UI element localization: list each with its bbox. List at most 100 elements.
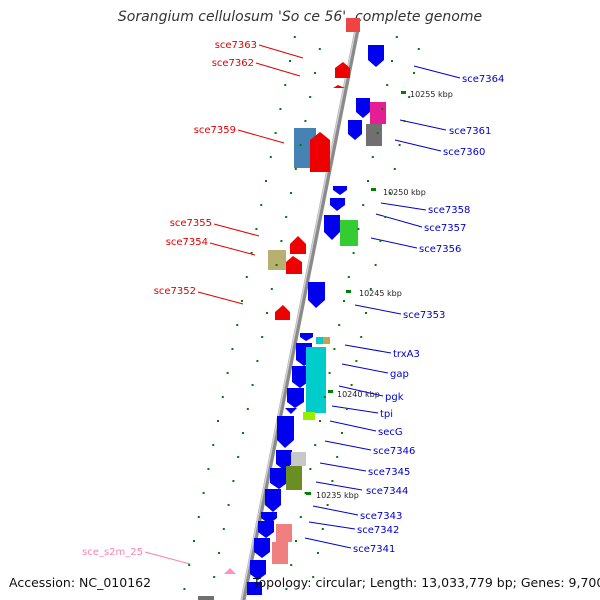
leader-sce7361	[399, 119, 447, 131]
guide-dot	[355, 360, 358, 362]
gene-label-sce7341[interactable]: sce7341	[353, 544, 395, 555]
gene-block-sce7342[interactable]	[276, 524, 292, 542]
leader-sce7355	[213, 223, 260, 237]
gene-arrow-sce7362[interactable]	[333, 85, 345, 88]
gene-block-top[interactable]	[346, 18, 360, 32]
gene-block-sce7354a[interactable]	[268, 250, 286, 270]
gene-label-sce7343[interactable]: sce7343	[360, 511, 402, 522]
gene-label-secG[interactable]: secG	[378, 427, 403, 438]
kbp-tick-10245	[346, 290, 351, 293]
guide-dot	[227, 504, 230, 506]
genome-backbone	[240, 29, 360, 600]
gene-arrow-sce7360a[interactable]	[348, 120, 362, 140]
gene-arrow-7358a[interactable]	[333, 186, 347, 195]
gene-block-gap[interactable]	[306, 347, 326, 413]
gene-block-sce7341[interactable]	[272, 542, 288, 564]
gene-label-sce7362[interactable]: sce7362	[212, 58, 254, 69]
guide-dot	[295, 540, 297, 542]
guide-dot	[232, 480, 235, 482]
gene-arrow-tpi[interactable]	[285, 408, 297, 414]
guide-dot	[379, 240, 382, 242]
guide-dot	[341, 432, 343, 434]
gene-label-sce7355[interactable]: sce7355	[170, 218, 212, 229]
gene-label-trxA3[interactable]: trxA3	[393, 349, 420, 360]
gene-arrow-bottom[interactable]	[247, 582, 262, 595]
guide-dot	[350, 384, 353, 386]
gene-label-sce7358[interactable]: sce7358	[428, 205, 470, 216]
guide-dot	[284, 84, 287, 86]
gene-arrow-trxA3[interactable]	[300, 333, 313, 341]
gene-block-sce7360[interactable]	[366, 124, 382, 146]
gene-block-bottom[interactable]	[198, 596, 214, 600]
gene-label-sce7357[interactable]: sce7357	[424, 223, 466, 234]
gene-block-sce7361[interactable]	[370, 102, 386, 124]
gene-block-trxA3b[interactable]	[323, 337, 330, 344]
gene-label-sce_s2m_25[interactable]: sce_s2m_25	[82, 547, 143, 558]
leader-sce7353	[354, 304, 402, 315]
gene-arrow-sce7359[interactable]	[310, 132, 330, 172]
gene-label-sce7342[interactable]: sce7342	[357, 525, 399, 536]
gene-label-sce7356[interactable]: sce7356	[419, 244, 461, 255]
gene-block-sce7346[interactable]	[291, 452, 306, 466]
gene-arrow-sce7353[interactable]	[308, 282, 325, 308]
gene-arrow-sce7352[interactable]	[275, 305, 290, 320]
gene-label-sce7359[interactable]: sce7359	[194, 125, 236, 136]
guide-dot	[241, 300, 243, 302]
gene-arrow-sce7358[interactable]	[330, 198, 345, 211]
guide-dot	[270, 288, 273, 290]
gene-arrow-secG[interactable]	[277, 416, 294, 448]
kbp-label: 10235 kbp	[316, 491, 359, 500]
guide-dot	[188, 564, 191, 566]
gene-arrow-pgk[interactable]	[292, 366, 308, 388]
gene-label-sce7360[interactable]: sce7360	[443, 147, 485, 158]
guide-dot	[222, 528, 225, 530]
gene-arrow-sce7364[interactable]	[368, 45, 384, 67]
gene-block-sce7345[interactable]	[286, 466, 302, 490]
gene-label-sce7354[interactable]: sce7354	[166, 237, 208, 248]
gene-label-sce7352[interactable]: sce7352	[154, 286, 196, 297]
gene-block-trxA3a[interactable]	[316, 337, 323, 344]
gene-arrow-sce7363[interactable]	[335, 62, 350, 78]
leader-sce7344	[315, 481, 363, 491]
guide-dot	[197, 516, 200, 518]
guide-dot	[331, 480, 334, 482]
guide-dot	[321, 528, 324, 530]
gene-label-sce7364[interactable]: sce7364	[462, 74, 504, 85]
rna-sce_s2m_25[interactable]	[224, 568, 236, 574]
guide-dot	[294, 168, 297, 170]
leader-tpi	[331, 405, 379, 414]
gene-label-sce7353[interactable]: sce7353	[403, 310, 445, 321]
gene-arrow-pgk2[interactable]	[287, 388, 304, 408]
gene-label-gap[interactable]: gap	[390, 369, 409, 380]
gene-arrow-sce7341[interactable]	[254, 538, 270, 558]
gene-arrow-sce7354[interactable]	[286, 256, 302, 274]
guide-dot	[347, 276, 350, 278]
gene-arrow-sce7355[interactable]	[290, 236, 306, 254]
gene-arrow-sce7346[interactable]	[276, 450, 292, 470]
gene-block-sce7356[interactable]	[340, 220, 358, 246]
gene-arrow-sce7361a[interactable]	[356, 98, 370, 118]
guide-dot	[299, 144, 302, 146]
guide-dot	[290, 564, 293, 566]
gene-arrow-sce7357[interactable]	[324, 215, 340, 240]
gene-arrow-sce7342[interactable]	[258, 521, 274, 538]
gene-label-sce7344[interactable]: sce7344	[366, 486, 408, 497]
guide-dot	[265, 180, 267, 182]
gene-label-tpi[interactable]: tpi	[380, 409, 393, 420]
gene-label-sce7363[interactable]: sce7363	[215, 40, 257, 51]
gene-label-pgk[interactable]: pgk	[385, 392, 404, 403]
leader-sce7354	[209, 242, 256, 256]
gene-label-sce7346[interactable]: sce7346	[373, 446, 415, 457]
guide-dot	[217, 420, 219, 422]
leader-sce7358	[380, 202, 427, 211]
gene-label-sce7345[interactable]: sce7345	[368, 467, 410, 478]
gene-label-sce7361[interactable]: sce7361	[449, 126, 491, 137]
gene-arrow-sce7345[interactable]	[270, 468, 287, 489]
gene-block-tpi[interactable]	[303, 412, 315, 420]
kbp-label: 10255 kbp	[410, 90, 453, 99]
strand-guide-dots	[183, 36, 420, 590]
guide-dot	[285, 588, 288, 590]
gene-arrow-lower[interactable]	[250, 560, 266, 580]
leader-sce7352	[197, 291, 244, 305]
gene-arrow-sce7344[interactable]	[265, 489, 281, 512]
